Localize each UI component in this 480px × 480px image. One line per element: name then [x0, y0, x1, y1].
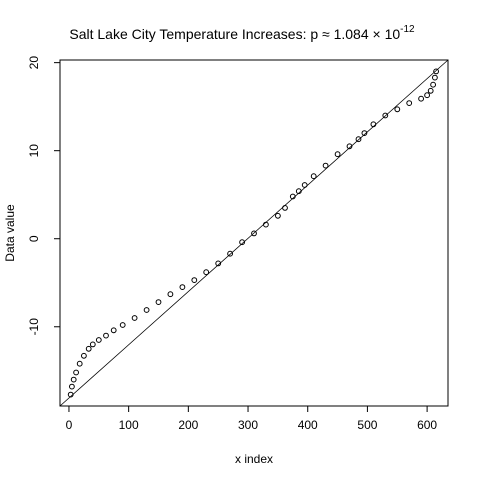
- x-tick-label: 600: [417, 418, 437, 432]
- y-axis-label: Data value: [3, 204, 17, 262]
- data-point: [418, 95, 425, 102]
- data-point: [89, 341, 96, 348]
- data-points: [67, 68, 440, 398]
- data-point: [239, 239, 246, 246]
- data-point: [322, 162, 329, 169]
- data-point: [191, 277, 198, 284]
- data-point: [427, 87, 434, 94]
- data-point: [282, 205, 288, 211]
- chart-title: Salt Lake City Temperature Increases: p …: [69, 24, 415, 42]
- data-point: [215, 260, 222, 267]
- data-point: [394, 106, 401, 113]
- data-point: [131, 315, 138, 321]
- data-point: [110, 327, 117, 334]
- data-point: [430, 81, 437, 88]
- data-point: [382, 112, 389, 119]
- data-point: [301, 182, 308, 188]
- y-tick-label: 0: [27, 235, 41, 242]
- data-point: [361, 130, 368, 137]
- data-point: [67, 391, 74, 398]
- data-point: [73, 369, 79, 376]
- x-tick-label: 0: [66, 418, 73, 432]
- data-point: [251, 230, 257, 237]
- axes: 0 100 200 300 400 500 600 -10 0 10 20: [27, 56, 437, 432]
- x-tick-label: 100: [119, 418, 139, 432]
- data-point: [119, 322, 126, 328]
- data-point: [76, 360, 83, 367]
- data-point: [85, 345, 92, 352]
- y-axis: -10 0 10 20: [27, 56, 61, 336]
- data-point: [432, 74, 438, 81]
- data-point: [179, 284, 186, 291]
- x-tick-label: 300: [238, 418, 258, 432]
- data-point: [69, 383, 75, 390]
- data-point: [103, 332, 109, 339]
- data-point: [70, 376, 77, 383]
- data-point: [310, 173, 317, 180]
- data-point: [406, 100, 413, 106]
- data-point: [370, 121, 377, 128]
- x-axis-label: x index: [235, 452, 273, 466]
- data-point: [334, 151, 341, 158]
- data-point: [143, 307, 150, 313]
- data-point: [289, 193, 296, 200]
- data-point: [424, 92, 431, 99]
- x-axis: 0 100 200 300 400 500 600: [66, 405, 437, 432]
- x-tick-label: 400: [298, 418, 318, 432]
- reference-line-group: [59, 59, 449, 407]
- y-tick-label: -10: [27, 318, 41, 336]
- data-point: [355, 136, 362, 143]
- data-point: [295, 188, 302, 195]
- data-point: [155, 299, 162, 306]
- data-point: [275, 212, 281, 219]
- chart-title-text: Salt Lake City Temperature Increases: p …: [69, 26, 400, 42]
- x-tick-label: 200: [178, 418, 198, 432]
- chart-title-exponent: -12: [400, 24, 415, 35]
- y-tick-label: 20: [27, 56, 41, 70]
- data-point: [81, 352, 87, 359]
- data-point: [346, 143, 353, 150]
- data-point: [167, 291, 174, 298]
- data-point: [263, 221, 269, 228]
- data-point: [433, 68, 440, 75]
- y-tick-label: 10: [27, 144, 41, 158]
- x-tick-label: 500: [357, 418, 377, 432]
- data-point: [203, 269, 210, 276]
- reference-line: [59, 59, 449, 407]
- data-point: [227, 250, 234, 257]
- data-point: [95, 337, 102, 343]
